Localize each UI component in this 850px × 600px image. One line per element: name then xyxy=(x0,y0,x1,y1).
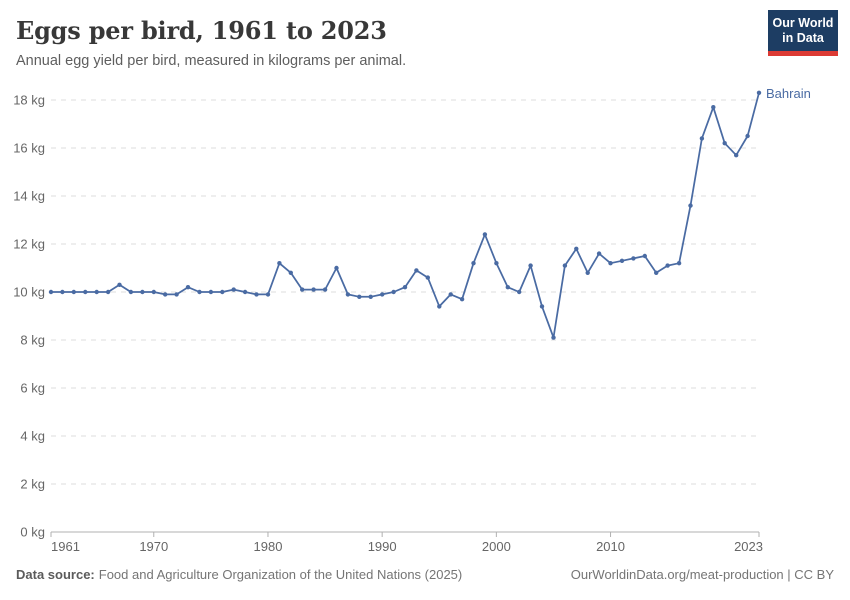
data-point[interactable] xyxy=(631,256,636,261)
data-point[interactable] xyxy=(437,304,442,309)
data-point[interactable] xyxy=(311,287,316,292)
data-point[interactable] xyxy=(208,289,214,295)
series-line[interactable] xyxy=(50,91,760,339)
data-source-note: Data source: Food and Agriculture Organiz… xyxy=(16,567,462,582)
data-point[interactable] xyxy=(391,289,396,295)
chart-footer: Data source: Food and Agriculture Organiz… xyxy=(16,567,834,582)
chart-plot-area[interactable]: 0 kg 2 kg 4 kg 6 kg 8 kg 10 kg 12 kg 14 kg 16 kg… xyxy=(0,0,850,560)
data-point[interactable] xyxy=(60,289,65,295)
data-point[interactable] xyxy=(642,253,647,259)
x-axis: 1961 1970 1980 1990 2000 2010 2023 xyxy=(50,531,763,554)
data-source-text: Food and Agriculture Organization of the… xyxy=(98,567,463,582)
data-point[interactable] xyxy=(471,261,476,266)
page-title: Eggs per bird, 1961 to 2023 xyxy=(16,16,387,45)
y-tick-label: 8 kg xyxy=(20,333,45,348)
data-point[interactable] xyxy=(288,270,293,275)
y-tick-label: 6 kg xyxy=(20,381,45,396)
owid-logo-line2: in Data xyxy=(782,31,824,45)
data-point[interactable] xyxy=(220,289,225,295)
x-tick-label: 1990 xyxy=(368,539,397,554)
x-tick-label: 2010 xyxy=(596,539,625,554)
data-point[interactable] xyxy=(551,335,556,340)
data-point[interactable] xyxy=(505,285,510,290)
data-point[interactable] xyxy=(368,294,373,299)
data-point[interactable] xyxy=(117,282,122,287)
data-point[interactable] xyxy=(83,289,88,295)
data-point[interactable] xyxy=(676,261,682,266)
data-point[interactable] xyxy=(185,285,191,290)
series-label-bahrain[interactable]: Bahrain xyxy=(766,86,811,101)
data-point[interactable] xyxy=(494,261,499,266)
data-point[interactable] xyxy=(277,261,282,266)
chart-subtitle: Annual egg yield per bird, measured in k… xyxy=(16,53,407,69)
y-axis-labels: 0 kg 2 kg 4 kg 6 kg 8 kg 10 kg 12 kg 14 kg 16 kg… xyxy=(13,93,45,540)
data-point[interactable] xyxy=(699,136,705,141)
data-point[interactable] xyxy=(231,287,236,292)
data-point[interactable] xyxy=(345,292,351,297)
data-point[interactable] xyxy=(163,292,168,297)
data-point[interactable] xyxy=(300,287,305,292)
owid-logo[interactable]: Our World in Data xyxy=(768,10,838,56)
series-bahrain[interactable] xyxy=(48,90,762,340)
data-point[interactable] xyxy=(448,292,453,297)
data-point[interactable] xyxy=(517,289,522,295)
data-point[interactable] xyxy=(174,292,179,297)
x-tick-label: 1961 xyxy=(51,539,80,554)
data-point[interactable] xyxy=(711,105,716,110)
data-point[interactable] xyxy=(402,285,408,290)
data-point[interactable] xyxy=(151,289,156,295)
x-tick-label: 2000 xyxy=(482,539,511,554)
data-point[interactable] xyxy=(105,289,111,295)
y-tick-label: 2 kg xyxy=(20,477,45,492)
data-point[interactable] xyxy=(574,246,579,251)
y-tick-label: 4 kg xyxy=(20,429,45,444)
data-point[interactable] xyxy=(562,263,568,268)
data-point[interactable] xyxy=(619,258,625,263)
data-point[interactable] xyxy=(94,289,99,295)
data-point[interactable] xyxy=(482,232,488,237)
data-point[interactable] xyxy=(608,261,613,266)
data-point[interactable] xyxy=(665,263,670,268)
y-tick-label: 0 kg xyxy=(20,525,45,540)
data-point[interactable] xyxy=(140,289,145,295)
data-point[interactable] xyxy=(539,304,545,309)
data-point[interactable] xyxy=(254,292,259,297)
data-point[interactable] xyxy=(414,268,419,273)
y-tick-label: 14 kg xyxy=(13,189,45,204)
data-point[interactable] xyxy=(265,292,271,297)
y-tick-label: 16 kg xyxy=(13,141,45,156)
data-point[interactable] xyxy=(425,275,430,280)
y-tick-label: 18 kg xyxy=(13,93,45,108)
y-tick-label: 12 kg xyxy=(13,237,45,252)
x-tick-label: 1980 xyxy=(254,539,283,554)
data-point[interactable] xyxy=(380,292,385,297)
data-source-label: Data source: xyxy=(16,567,95,582)
data-point[interactable] xyxy=(334,265,339,271)
data-point[interactable] xyxy=(322,287,328,292)
y-tick-label: 10 kg xyxy=(13,285,45,300)
data-point[interactable] xyxy=(722,141,727,146)
data-point[interactable] xyxy=(357,294,362,299)
data-point[interactable] xyxy=(688,203,693,208)
data-point[interactable] xyxy=(71,289,77,295)
data-point[interactable] xyxy=(48,289,54,295)
data-point[interactable] xyxy=(596,251,602,256)
data-point[interactable] xyxy=(459,297,465,302)
owid-citation-link[interactable]: OurWorldinData.org/meat-production | CC … xyxy=(570,567,834,582)
data-point[interactable] xyxy=(528,263,533,268)
data-point[interactable] xyxy=(756,90,762,96)
data-point[interactable] xyxy=(585,270,590,275)
data-point[interactable] xyxy=(654,270,659,275)
x-tick-label: 1970 xyxy=(139,539,168,554)
x-tick-label: 2023 xyxy=(734,539,763,554)
y-gridlines xyxy=(51,99,759,485)
owid-logo-line1: Our World xyxy=(772,16,834,30)
data-point[interactable] xyxy=(734,153,739,158)
data-point[interactable] xyxy=(128,289,134,295)
data-point[interactable] xyxy=(745,133,750,139)
data-point[interactable] xyxy=(242,289,248,295)
data-point[interactable] xyxy=(197,289,202,295)
